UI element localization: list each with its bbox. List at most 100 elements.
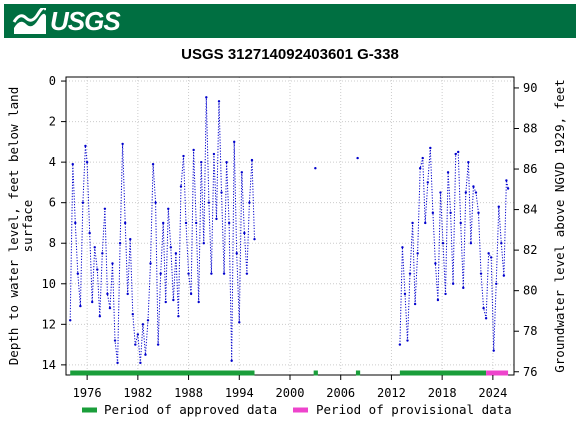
- data-point-0-33: [151, 162, 155, 166]
- data-point-0-1: [71, 162, 74, 166]
- x-tick-label-7: 2018: [428, 386, 457, 400]
- data-point-0-68: [240, 171, 244, 174]
- data-point-0-6: [84, 144, 87, 148]
- legend: Period of approved data Period of provis…: [82, 402, 512, 417]
- data-point-3-24: [459, 221, 462, 225]
- data-point-0-22: [123, 221, 127, 225]
- data-point-3-35: [487, 252, 490, 255]
- data-point-3-12: [429, 146, 432, 150]
- data-point-0-17: [111, 262, 114, 265]
- data-point-0-8: [88, 231, 91, 235]
- series-points: [69, 96, 510, 365]
- data-point-0-61: [222, 272, 226, 275]
- series-line-0-3: [399, 147, 509, 351]
- right-tick-label-0: 76: [523, 365, 537, 379]
- left-tick-label-3: 6: [49, 196, 56, 210]
- data-point-0-40: [169, 246, 173, 249]
- data-point-0-59: [217, 100, 221, 103]
- x-tick-label-1: 1982: [123, 386, 152, 400]
- data-point-3-11: [426, 181, 429, 184]
- usgs-logo-text: USGS: [50, 5, 121, 36]
- data-point-3-27: [467, 160, 470, 164]
- x-tick-label-8: 2024: [478, 386, 507, 400]
- data-point-0-21: [121, 142, 124, 146]
- left-tick-label-0: 0: [49, 74, 56, 88]
- data-point-0-7: [85, 160, 89, 164]
- data-point-0-50: [194, 221, 198, 225]
- data-point-0-48: [189, 292, 193, 296]
- usgs-banner: USGS: [4, 4, 576, 38]
- series-line-0-0: [69, 97, 255, 363]
- right-tick-label-3: 82: [523, 243, 537, 257]
- data-point-3-6: [413, 302, 417, 306]
- data-point-3-10: [424, 221, 427, 225]
- chart-title: USGS 312714092403601 G-338: [181, 46, 399, 63]
- data-point-0-10: [93, 246, 96, 249]
- data-point-0-25: [131, 312, 134, 316]
- data-point-0-66: [235, 252, 238, 255]
- x-axis-ticks: 1976 1982 1988 1994 2000 2006 2012 2018 2024: [73, 375, 507, 400]
- data-point-3-22: [454, 152, 457, 156]
- data-point-0-11: [96, 268, 99, 271]
- data-point-3-17: [441, 242, 445, 245]
- left-tick-label-5: 10: [42, 277, 56, 291]
- data-point-0-69: [243, 231, 246, 235]
- data-point-0-28: [139, 361, 142, 365]
- data-point-0-20: [118, 242, 122, 245]
- data-point-0-32: [149, 262, 152, 265]
- left-axis-ticks: 0 2 4 6 8 10 12 14: [42, 74, 66, 372]
- data-point-3-7: [416, 252, 419, 255]
- data-point-3-3: [406, 339, 409, 342]
- data-point-0-55: [207, 201, 211, 204]
- data-point-0-60: [220, 191, 223, 194]
- data-point-3-9: [421, 156, 424, 160]
- data-point-0-2: [74, 221, 77, 225]
- series-lines: [69, 97, 509, 363]
- data-point-0-38: [164, 300, 167, 304]
- data-point-0-72: [250, 158, 254, 162]
- data-point-0-46: [184, 221, 188, 225]
- data-point-3-20: [449, 211, 452, 215]
- right-tick-label-2: 80: [523, 284, 537, 298]
- data-point-3-36: [489, 256, 493, 259]
- right-tick-label-1: 78: [523, 324, 537, 338]
- data-point-0-65: [233, 140, 236, 144]
- plot-frame: [65, 76, 515, 376]
- data-point-3-4: [408, 272, 412, 275]
- data-point-0-36: [159, 272, 162, 275]
- right-axis-ticks: 76 78 80 82 84 86 88 90: [514, 81, 537, 379]
- data-point-0-41: [172, 298, 175, 302]
- data-point-0-15: [106, 292, 109, 296]
- gridlines: [66, 77, 514, 375]
- data-point-0-24: [129, 237, 132, 241]
- data-point-3-42: [505, 179, 508, 182]
- data-point-3-15: [436, 298, 440, 302]
- data-point-3-39: [497, 205, 500, 208]
- x-tick-label-0: 1976: [73, 386, 102, 400]
- data-point-0-64: [230, 359, 233, 363]
- data-point-0-52: [200, 160, 203, 164]
- data-point-3-5: [411, 221, 414, 225]
- data-point-0-27: [136, 333, 140, 336]
- data-point-0-37: [162, 221, 165, 225]
- data-point-0-54: [205, 96, 208, 99]
- usgs-logo[interactable]: USGS: [12, 5, 121, 36]
- data-point-3-2: [403, 292, 407, 296]
- data-point-0-49: [192, 148, 195, 152]
- left-axis-label-line1: Depth to water level, feet below land: [6, 87, 21, 365]
- data-point-0-9: [91, 300, 94, 304]
- data-point-0-4: [79, 304, 82, 308]
- right-axis-label: Groundwater level above NGVD 1929, feet: [552, 79, 567, 373]
- data-point-0-16: [108, 306, 112, 310]
- data-point-0-19: [116, 361, 119, 365]
- data-point-3-37: [492, 349, 495, 352]
- data-point-0-29: [141, 323, 145, 326]
- data-point-3-41: [502, 274, 506, 277]
- data-point-0-23: [126, 292, 129, 296]
- data-point-0-14: [103, 207, 107, 210]
- data-point-0-35: [156, 343, 160, 346]
- data-point-3-1: [401, 246, 404, 249]
- x-tick-label-3: 1994: [225, 386, 254, 400]
- data-point-0-3: [76, 272, 80, 275]
